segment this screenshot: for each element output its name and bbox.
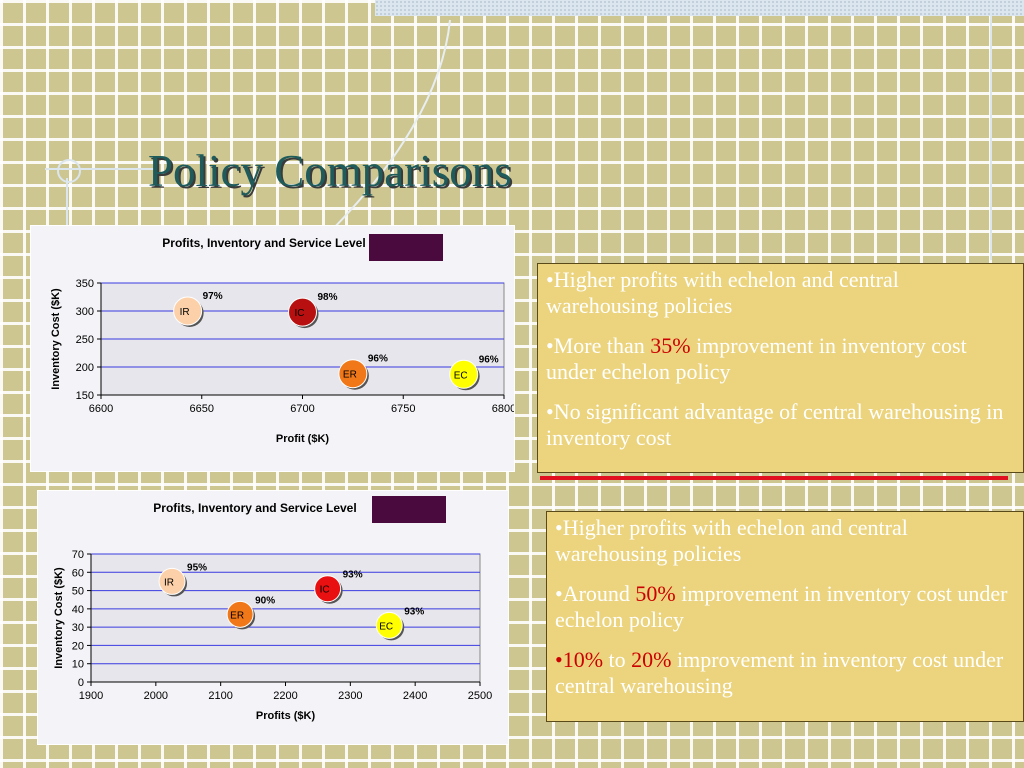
- x-tick-label: 2300: [338, 690, 362, 702]
- bullet-text: •Higher profits with echelon and central…: [555, 515, 908, 566]
- data-point-label: EC: [379, 621, 393, 632]
- bullet-text: •Higher profits with echelon and central…: [546, 267, 899, 318]
- data-point-er: [338, 359, 368, 389]
- x-tick-label: 6800: [492, 403, 514, 415]
- x-tick-label: 2000: [144, 690, 168, 702]
- highlight-text: 35%: [650, 333, 691, 358]
- service-level-label: 95%: [187, 562, 207, 573]
- service-level-label: 93%: [343, 570, 363, 581]
- bullet-text: •More than: [546, 333, 651, 358]
- chart-central-comparison: Profits, Inventory and Service Level 0 10 2…: [37, 490, 509, 745]
- bullet-text: to: [603, 647, 632, 672]
- data-point-ec: [449, 359, 479, 389]
- x-tick-label: 6750: [391, 403, 415, 415]
- highlight-text: •: [555, 647, 563, 672]
- data-point-label: IR: [164, 577, 174, 588]
- decorative-horizontal-line: [45, 168, 155, 170]
- data-point-label: EC: [454, 370, 468, 381]
- x-axis-label: Profit ($K): [276, 433, 330, 445]
- y-axis-label: Inventory Cost ($K): [50, 288, 62, 390]
- y-tick-label: 250: [76, 334, 94, 346]
- service-level-label: 90%: [255, 595, 275, 606]
- decorative-top-band: [375, 0, 1024, 16]
- data-point-ir: [173, 296, 203, 326]
- bullet-box-bottom: •Higher profits with echelon and central…: [546, 511, 1024, 722]
- slide-title: Policy Comparisons: [148, 146, 512, 196]
- y-tick-label: 200: [76, 362, 94, 374]
- chart-svg: Profits, Inventory and Service Level 150 2…: [50, 234, 514, 445]
- y-tick-label: 10: [72, 659, 84, 671]
- y-tick-label: 30: [72, 622, 84, 634]
- bullet-box-top: •Higher profits with echelon and central…: [537, 263, 1024, 473]
- data-point-ic: [288, 297, 317, 327]
- bullet-top-1: •Higher profits with echelon and central…: [546, 267, 1015, 319]
- legend-box: [369, 234, 443, 261]
- bullet-bottom-3: •10% to 20% improvement in inventory cos…: [555, 647, 1015, 699]
- y-tick-label: 20: [72, 640, 84, 652]
- service-level-label: 98%: [317, 292, 337, 303]
- highlight-text: 10%: [562, 647, 604, 672]
- bullet-text: improvement in inventory cost under eche…: [546, 333, 967, 384]
- chart-title: Profits, Inventory and Service Level: [153, 501, 356, 515]
- data-point-label: ER: [230, 610, 244, 621]
- bullet-top-3: •No significant advantage of central war…: [546, 399, 1015, 451]
- y-tick-label: 0: [78, 677, 84, 689]
- bullet-bottom-1: •Higher profits with echelon and central…: [555, 515, 1015, 567]
- decorative-title-vline: [66, 178, 68, 238]
- bullet-bottom-2: •Around 50% improvement in inventory cos…: [555, 581, 1015, 633]
- bullet-top-2: •More than 35% improvement in inventory …: [546, 333, 1015, 385]
- x-tick-label: 2500: [468, 690, 492, 702]
- data-point-ic: [314, 575, 342, 603]
- data-point-label: IC: [320, 585, 330, 596]
- y-tick-label: 300: [76, 306, 94, 318]
- chart-svg: Profits, Inventory and Service Level 0 10 2…: [53, 496, 492, 722]
- y-tick-label: 40: [72, 604, 84, 616]
- bullet-text: •No significant advantage of central war…: [546, 399, 1004, 450]
- chart-title: Profits, Inventory and Service Level: [162, 236, 365, 250]
- decorative-vertical-line: [990, 0, 992, 260]
- x-tick-label: 6700: [290, 403, 314, 415]
- y-tick-label: 70: [72, 549, 84, 561]
- highlight-text: 50%: [635, 581, 676, 606]
- data-point-ec: [375, 611, 403, 639]
- bullet-text: improvement in inventory cost under cent…: [555, 647, 1004, 698]
- x-tick-label: 1900: [79, 690, 103, 702]
- plot-area: [90, 553, 481, 683]
- chart-echelon-comparison: Profits, Inventory and Service Level 150 2…: [30, 225, 515, 472]
- y-tick-label: 350: [76, 278, 94, 290]
- x-tick-label: 2400: [403, 690, 427, 702]
- bullet-text: improvement in inventory cost under eche…: [555, 581, 1008, 632]
- data-point-er: [226, 600, 254, 628]
- data-point-label: ER: [343, 370, 357, 381]
- red-divider: [540, 476, 1008, 480]
- y-axis-label: Inventory Cost ($K): [53, 567, 65, 669]
- bullet-text: •Around: [555, 581, 636, 606]
- service-level-label: 96%: [479, 354, 499, 365]
- service-level-label: 96%: [368, 354, 388, 365]
- data-point-ir: [158, 567, 186, 595]
- highlight-text: 20%: [631, 647, 672, 672]
- data-point-label: IC: [295, 308, 305, 319]
- y-tick-label: 50: [72, 586, 84, 598]
- data-point-label: IR: [180, 307, 190, 318]
- x-tick-label: 2200: [273, 690, 297, 702]
- decorative-circle: [57, 159, 81, 183]
- x-axis-label: Profits ($K): [256, 710, 316, 722]
- legend-box: [372, 496, 446, 523]
- service-level-label: 93%: [404, 606, 424, 617]
- y-tick-label: 150: [76, 390, 94, 402]
- x-tick-label: 6650: [190, 403, 214, 415]
- x-tick-label: 6600: [89, 403, 113, 415]
- y-tick-label: 60: [72, 567, 84, 579]
- service-level-label: 97%: [203, 291, 223, 302]
- x-tick-label: 2100: [208, 690, 232, 702]
